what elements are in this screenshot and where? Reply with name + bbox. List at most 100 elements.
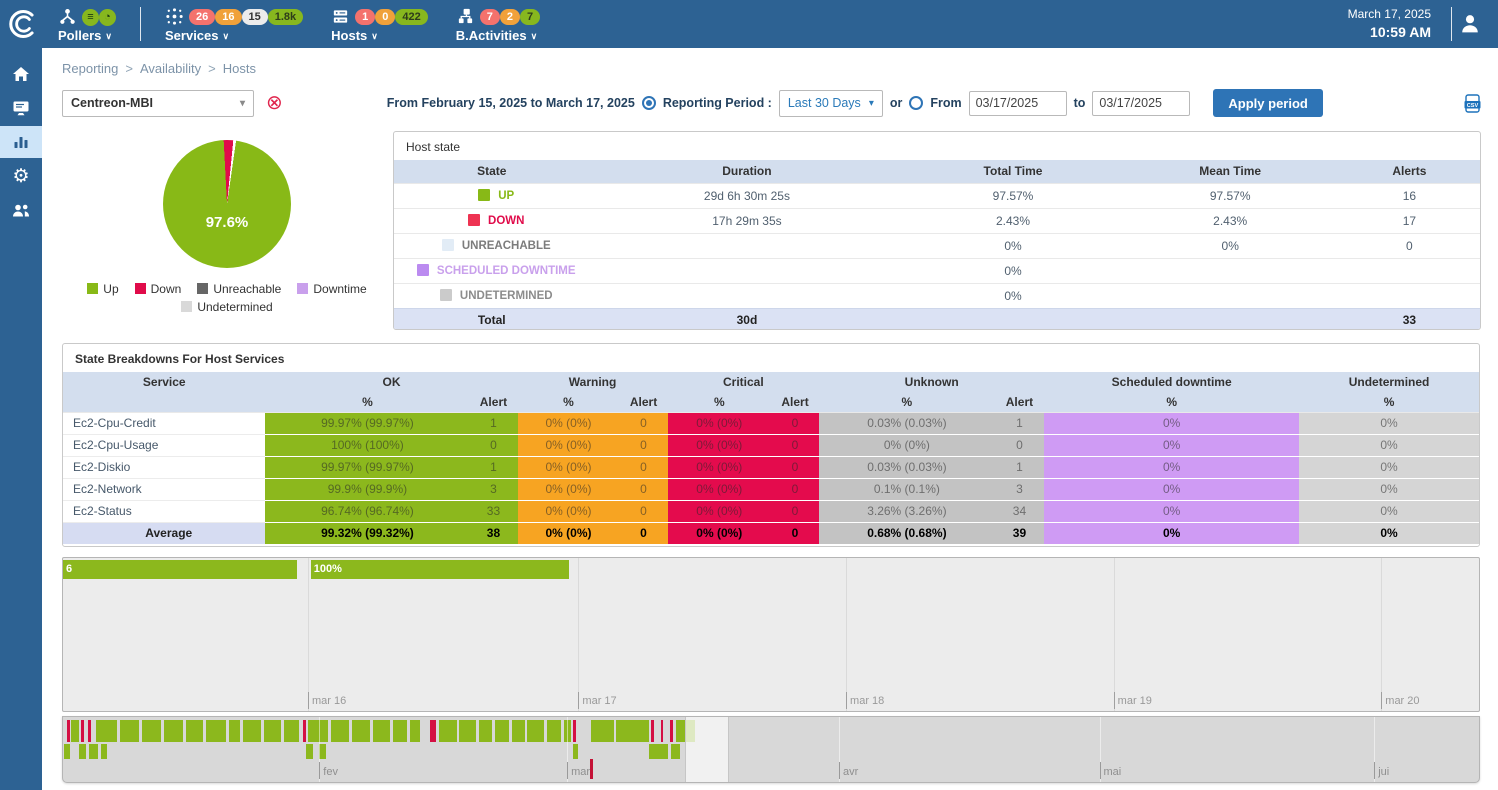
total-duration: 30d bbox=[589, 307, 905, 329]
export-csv-icon[interactable]: CSV bbox=[1463, 93, 1482, 113]
breakdown-cell: 0.03% (0.03%) bbox=[819, 411, 995, 435]
up-segment bbox=[572, 744, 579, 759]
breakdown-title: State Breakdowns For Host Services bbox=[75, 352, 285, 366]
period-select-value: Last 30 Days bbox=[787, 96, 861, 110]
breadcrumb: Reporting > Availability > Hosts bbox=[62, 61, 263, 76]
day-label: mar 16 bbox=[311, 695, 347, 707]
status-badge: 2 bbox=[499, 9, 521, 25]
menu-services[interactable]: 26 16 15 1.8k Services ∨ bbox=[155, 3, 313, 45]
up-segment bbox=[615, 720, 649, 742]
sidebar-item-monitoring[interactable] bbox=[0, 92, 42, 124]
breakdown-cell: 3 bbox=[469, 477, 518, 501]
month-label: mai bbox=[1103, 766, 1122, 778]
breadcrumb-availability[interactable]: Availability bbox=[139, 61, 202, 76]
remove-filter-icon[interactable]: ⊗ bbox=[266, 92, 283, 114]
host-state-row: UNDETERMINED 0% bbox=[394, 282, 1480, 308]
breadcrumb-reporting[interactable]: Reporting bbox=[62, 61, 119, 76]
breakdown-cell: 99.97% (99.97%) bbox=[265, 455, 470, 479]
state-color-square bbox=[478, 189, 491, 201]
state-label: UP bbox=[498, 190, 515, 202]
month-tick bbox=[1374, 762, 1376, 779]
host-select[interactable]: Centreon-MBI ▾ bbox=[62, 89, 254, 117]
service-row: Ec2-Cpu-Usage 100% (100%) 0 0% (0%) 0 0% (0%)… bbox=[63, 433, 1479, 457]
to-date-input[interactable] bbox=[1092, 90, 1191, 116]
sidebar-item-home[interactable] bbox=[0, 58, 42, 90]
status-badge: 422 bbox=[395, 9, 428, 25]
breakdown-cell: 0% (0%) bbox=[517, 477, 620, 501]
day-label: mar 19 bbox=[1117, 695, 1152, 707]
sub-header: % bbox=[819, 392, 995, 412]
today-marker bbox=[589, 759, 593, 779]
group-header: Unknown bbox=[819, 372, 1045, 392]
menu-hosts[interactable]: 1 0 422 Hosts ∨ bbox=[321, 3, 438, 45]
total-label: Total bbox=[394, 307, 590, 329]
up-segment bbox=[78, 744, 87, 759]
legend-down: Down bbox=[134, 282, 181, 296]
breakdown-cell: 0.68% (0.68%) bbox=[819, 521, 995, 545]
centreon-logo-icon bbox=[9, 9, 34, 39]
status-badge: 15 bbox=[241, 9, 268, 25]
breakdown-cell: 0% bbox=[1299, 433, 1479, 457]
sub-header: % bbox=[1044, 392, 1300, 412]
group-header: Scheduled downtime bbox=[1044, 372, 1300, 392]
menu-bactivities-label: B.Activities bbox=[455, 28, 527, 43]
total-time-cell: 0% bbox=[904, 232, 1122, 258]
status-badge: 16 bbox=[215, 9, 242, 25]
centreon-logo[interactable] bbox=[0, 7, 48, 41]
breakdown-cell: 1 bbox=[994, 455, 1045, 479]
reporting-period-radio[interactable] bbox=[641, 96, 656, 110]
breakdown-cell: 0% bbox=[1299, 455, 1479, 479]
top-bar: ≡ ◔ Pollers ∨ 26 16 15 1.8k Services ∨ bbox=[0, 0, 1498, 48]
reporting-period-label: Reporting Period : bbox=[662, 96, 772, 110]
alerts-cell bbox=[1338, 282, 1480, 308]
custom-period-radio[interactable] bbox=[909, 96, 924, 110]
column-header: State bbox=[394, 160, 590, 183]
topbar-divider bbox=[140, 7, 141, 41]
up-segment bbox=[305, 744, 313, 759]
period-select[interactable]: Last 30 Days ▾ bbox=[778, 89, 883, 117]
up-segment bbox=[101, 744, 107, 759]
period-controls: From February 15, 2025 to March 17, 2025… bbox=[387, 89, 1323, 117]
breakdown-cell: 0% (0%) bbox=[517, 411, 620, 435]
up-segment bbox=[671, 744, 680, 759]
apply-period-button[interactable]: Apply period bbox=[1213, 89, 1323, 117]
up-segment bbox=[648, 744, 668, 759]
sidebar-item-configuration[interactable]: ⚙ bbox=[0, 160, 42, 192]
state-color-square bbox=[468, 214, 481, 226]
sub-header: % bbox=[667, 392, 771, 412]
breadcrumb-hosts[interactable]: Hosts bbox=[222, 61, 256, 76]
breakdown-cell: 99.97% (99.97%) bbox=[265, 411, 470, 435]
menu-pollers[interactable]: ≡ ◔ Pollers ∨ bbox=[48, 3, 126, 45]
breakdown-cell: 0 bbox=[619, 433, 668, 457]
service-row: Ec2-Network 99.9% (99.9%) 3 0% (0%) 0 0% (0%)… bbox=[63, 477, 1479, 501]
host-state-title: Host state bbox=[406, 140, 461, 154]
state-color-square bbox=[439, 289, 452, 301]
month-separator bbox=[1099, 717, 1101, 782]
breakdown-cell: 0% bbox=[1299, 521, 1479, 545]
breakdown-cell: 0.1% (0.1%) bbox=[819, 477, 995, 501]
selection-window[interactable] bbox=[684, 717, 729, 782]
up-segment bbox=[351, 720, 371, 742]
legend-downtime: Downtime bbox=[297, 282, 367, 296]
chevron-down-icon: ▾ bbox=[868, 97, 874, 109]
month-label: avr bbox=[842, 766, 859, 778]
status-badge: 26 bbox=[189, 9, 216, 25]
legend-color-square bbox=[87, 283, 99, 294]
user-menu-button[interactable] bbox=[1458, 12, 1482, 36]
breakdown-cell: 0% (0%) bbox=[517, 455, 620, 479]
day-tick bbox=[1113, 692, 1115, 709]
breakdown-cell: 0 bbox=[770, 499, 820, 523]
state-color-square bbox=[416, 264, 429, 276]
sidebar-item-reporting[interactable] bbox=[0, 126, 42, 158]
from-date-input[interactable] bbox=[968, 90, 1067, 116]
legend-label: Undetermined bbox=[197, 300, 273, 314]
sidebar-item-administration[interactable] bbox=[0, 194, 42, 226]
state-cell: SCHEDULED DOWNTIME bbox=[394, 257, 590, 283]
host-state-panel: Host state State Duration Total Time Mean T… bbox=[393, 131, 1481, 330]
up-segment bbox=[547, 720, 562, 742]
legend-label: Unreachable bbox=[213, 282, 282, 296]
main-content: Reporting > Availability > Hosts Centreon-MB… bbox=[42, 48, 1498, 790]
state-label: SCHEDULED DOWNTIME bbox=[436, 265, 576, 277]
